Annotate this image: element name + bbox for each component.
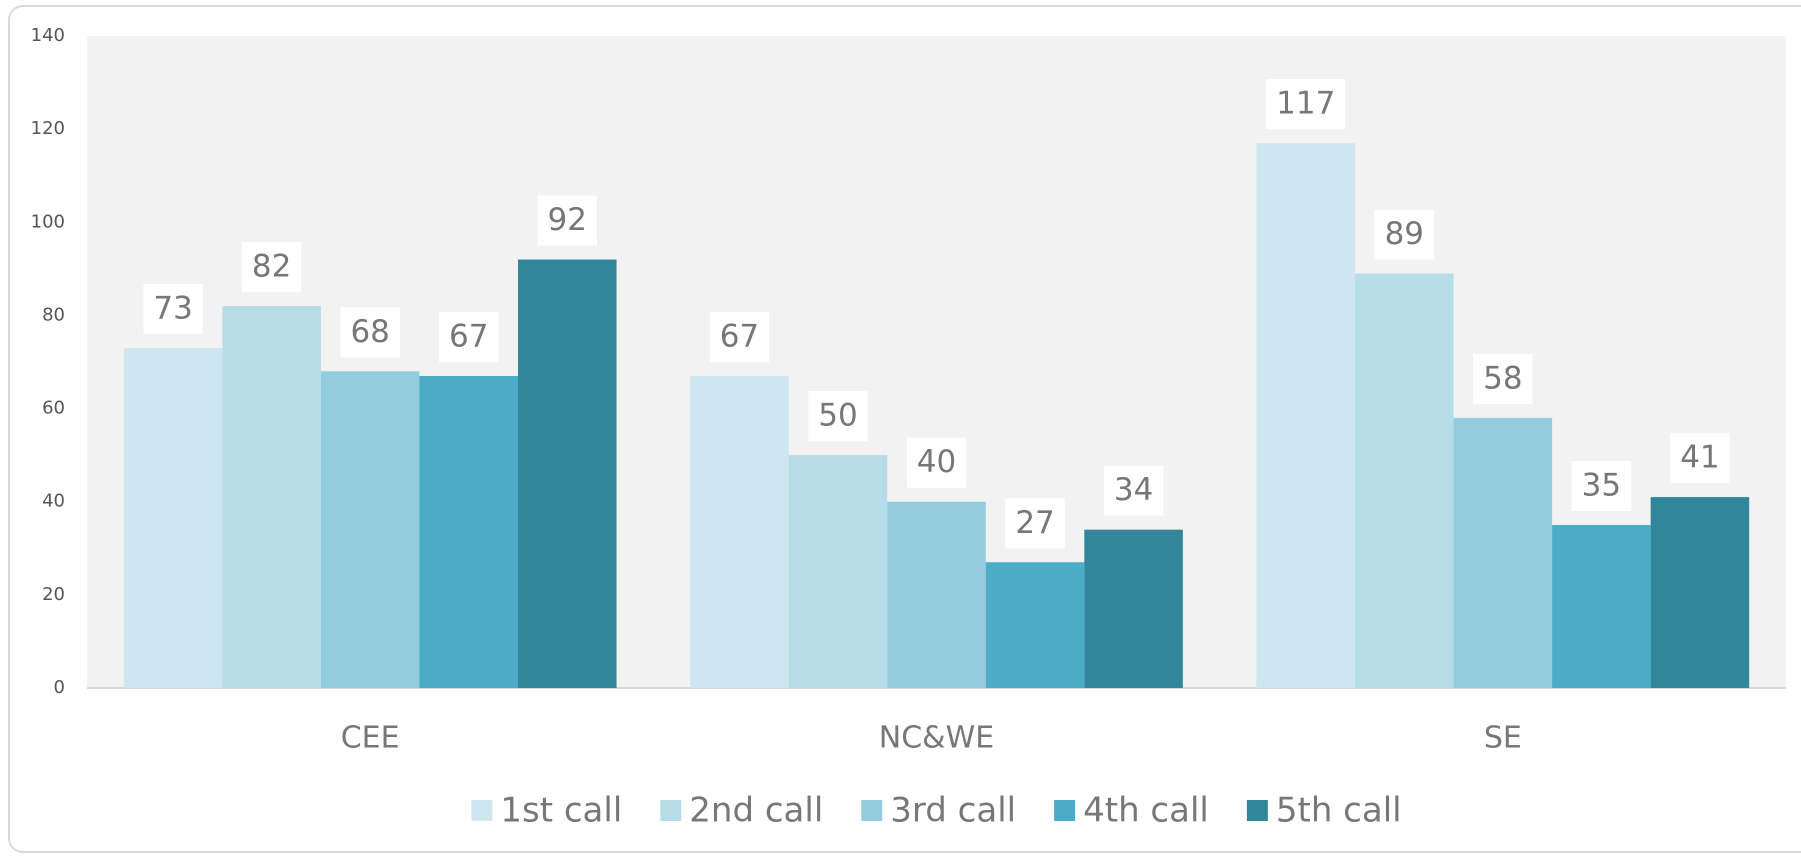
- value-label-box: [340, 307, 400, 358]
- value-label: 67: [449, 318, 488, 354]
- legend-label: 1st call: [500, 791, 622, 831]
- value-label: 92: [548, 202, 587, 238]
- value-label: 34: [1114, 472, 1153, 508]
- y-tick-label: 140: [31, 25, 65, 46]
- value-label-box: [241, 242, 302, 293]
- value-label-box: [1670, 433, 1730, 484]
- value-label: 89: [1385, 216, 1424, 252]
- legend-swatch: [660, 800, 682, 821]
- value-label: 58: [1483, 360, 1522, 396]
- legend-label: 3rd call: [890, 791, 1016, 831]
- value-label-box: [1103, 465, 1164, 516]
- value-label: 41: [1680, 440, 1719, 476]
- y-tick-label: 0: [54, 677, 65, 698]
- bar: [1552, 525, 1651, 688]
- value-label-box: [1005, 498, 1065, 549]
- x-tick-label: CEE: [341, 721, 400, 756]
- bar: [517, 259, 617, 688]
- value-label: 68: [350, 314, 389, 350]
- value-label: 35: [1582, 468, 1621, 504]
- y-tick-label: 60: [42, 398, 65, 419]
- bar: [1453, 417, 1553, 688]
- bar: [985, 562, 1085, 688]
- value-label-box: [808, 391, 868, 442]
- y-tick-label: 40: [42, 491, 65, 512]
- x-tick-label: NC&WE: [879, 721, 994, 756]
- legend-label: 5th call: [1276, 791, 1402, 831]
- value-label: 40: [917, 444, 956, 480]
- value-label: 117: [1276, 86, 1335, 122]
- bar: [320, 371, 420, 688]
- value-label: 73: [153, 291, 192, 327]
- bar: [419, 375, 518, 688]
- value-label: 27: [1015, 505, 1054, 541]
- value-label: 82: [252, 249, 291, 285]
- legend-swatch: [471, 800, 493, 821]
- legend-swatch: [861, 800, 883, 821]
- y-tick-label: 20: [42, 584, 65, 605]
- bar: [1355, 273, 1454, 688]
- value-label-box: [1266, 79, 1346, 130]
- bar: [1256, 143, 1356, 689]
- y-tick-label: 80: [42, 304, 65, 325]
- y-tick-label: 120: [31, 118, 65, 139]
- bar: [1650, 497, 1750, 688]
- bar: [887, 501, 986, 688]
- value-label-box: [537, 195, 597, 246]
- value-label-box: [709, 311, 770, 362]
- y-tick-label: 100: [31, 211, 65, 232]
- value-label-box: [1571, 461, 1632, 511]
- bar: [1084, 529, 1183, 688]
- value-label: 67: [720, 318, 759, 354]
- legend-swatch: [1246, 800, 1268, 821]
- legend-swatch: [1054, 800, 1076, 821]
- legend-label: 4th call: [1083, 791, 1209, 831]
- bar: [222, 306, 321, 688]
- bar: [690, 375, 789, 688]
- value-label-box: [143, 284, 203, 335]
- bar: [788, 455, 888, 688]
- value-label-box: [1473, 353, 1533, 404]
- value-label-box: [1374, 209, 1435, 260]
- value-label-box: [906, 437, 967, 488]
- bar: [123, 348, 223, 688]
- value-label: 50: [818, 398, 857, 434]
- legend-label: 2nd call: [689, 791, 823, 831]
- x-tick-label: SE: [1484, 721, 1522, 756]
- value-label-box: [438, 311, 499, 362]
